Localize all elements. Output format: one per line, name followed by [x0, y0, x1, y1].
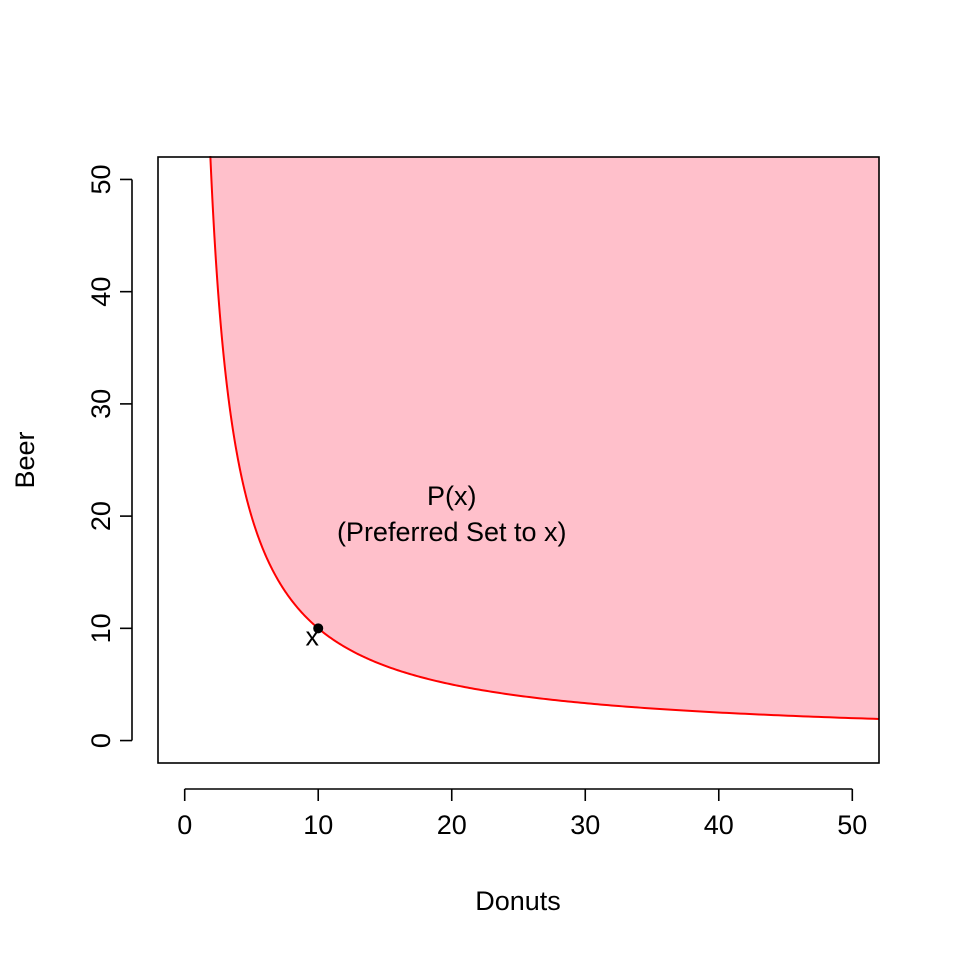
- axes: 0 10 20 30 40 50 0 10 20 30 40 50: [86, 156, 880, 840]
- x-tick-label: 20: [437, 810, 467, 840]
- annotation-line-2: (Preferred Set to x): [337, 517, 567, 547]
- x-axis-title: Donuts: [475, 886, 561, 916]
- y-tick-label: 10: [86, 613, 116, 643]
- y-tick-label: 50: [86, 164, 116, 194]
- x-tick-label: 10: [303, 810, 333, 840]
- y-tick-label: 20: [86, 501, 116, 531]
- annotation-line-1: P(x): [427, 481, 477, 511]
- y-axis-title: Beer: [10, 431, 40, 488]
- preferred-set-region: [210, 156, 880, 719]
- plot-area: x P(x) (Preferred Set to x): [209, 156, 880, 720]
- point-x: [313, 623, 324, 634]
- x-tick-label: 50: [837, 810, 867, 840]
- plot-frame: [157, 156, 880, 764]
- x-tick-label: 40: [704, 810, 734, 840]
- point-x-label: x: [305, 621, 319, 651]
- y-tick-label: 0: [86, 733, 116, 748]
- x-tick-label: 0: [177, 810, 192, 840]
- x-tick-label: 30: [570, 810, 600, 840]
- y-tick-label: 30: [86, 389, 116, 419]
- y-tick-label: 40: [86, 277, 116, 307]
